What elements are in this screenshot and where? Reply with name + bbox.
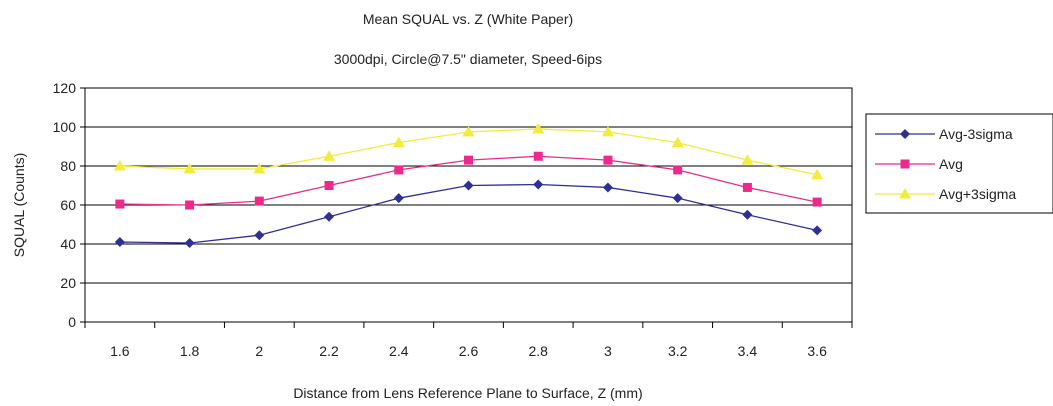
data-point bbox=[115, 199, 125, 209]
x-tick-label: 2.6 bbox=[459, 343, 479, 359]
x-tick-label: 1.8 bbox=[180, 343, 200, 359]
data-point bbox=[742, 182, 752, 192]
data-point bbox=[394, 165, 404, 175]
x-tick-label: 3.4 bbox=[738, 343, 758, 359]
y-tick-label: 60 bbox=[60, 197, 76, 213]
chart-subtitle: 3000dpi, Circle@7.5" diameter, Speed-6ip… bbox=[334, 51, 602, 67]
data-point bbox=[462, 125, 475, 137]
x-tick-label: 3 bbox=[604, 343, 612, 359]
data-point bbox=[742, 209, 753, 220]
legend-label: Avg-3sigma bbox=[939, 126, 1013, 142]
x-tick-label: 2.2 bbox=[319, 343, 339, 359]
data-point bbox=[671, 136, 684, 148]
x-axis-label: Distance from Lens Reference Plane to Su… bbox=[293, 385, 642, 401]
data-point bbox=[812, 225, 823, 236]
chart-title: Mean SQUAL vs. Z (White Paper) bbox=[363, 11, 573, 27]
data-point bbox=[464, 155, 473, 165]
legend-marker bbox=[900, 129, 910, 139]
data-point bbox=[533, 179, 544, 190]
legend-marker bbox=[899, 188, 911, 199]
data-point bbox=[463, 180, 474, 191]
y-tick-label: 20 bbox=[60, 275, 76, 291]
legend-marker bbox=[900, 159, 910, 169]
data-point bbox=[324, 181, 334, 190]
data-point bbox=[254, 196, 264, 206]
data-point bbox=[185, 200, 195, 210]
data-point bbox=[811, 168, 824, 180]
y-tick-label: 100 bbox=[53, 119, 77, 135]
x-tick-label: 3.2 bbox=[668, 343, 688, 359]
data-point bbox=[532, 122, 545, 134]
data-point bbox=[672, 193, 683, 204]
x-tick-label: 2 bbox=[255, 343, 263, 359]
data-point bbox=[114, 237, 125, 248]
x-tick-label: 2.4 bbox=[389, 343, 409, 359]
data-point bbox=[323, 150, 336, 161]
y-tick-label: 120 bbox=[53, 80, 77, 96]
data-point bbox=[392, 136, 405, 148]
data-point bbox=[533, 151, 543, 161]
y-axis-label: SQUAL (Counts) bbox=[11, 153, 27, 258]
legend-label: Avg bbox=[939, 156, 963, 172]
x-tick-label: 1.6 bbox=[110, 343, 130, 359]
data-point bbox=[602, 182, 613, 193]
data-point bbox=[254, 230, 265, 241]
data-point bbox=[812, 197, 822, 207]
y-tick-label: 80 bbox=[60, 158, 76, 174]
data-point bbox=[184, 238, 195, 249]
data-point bbox=[393, 193, 404, 204]
data-point bbox=[183, 162, 196, 174]
legend-label: Avg+3sigma bbox=[939, 186, 1016, 202]
data-point bbox=[601, 125, 614, 137]
data-point bbox=[253, 162, 266, 174]
series-avg bbox=[115, 151, 822, 210]
y-tick-label: 0 bbox=[68, 314, 76, 330]
data-point bbox=[113, 160, 126, 171]
x-tick-label: 2.8 bbox=[528, 343, 548, 359]
data-point bbox=[603, 155, 613, 165]
data-point bbox=[324, 211, 335, 222]
x-tick-label: 3.6 bbox=[807, 343, 827, 359]
data-point bbox=[673, 165, 683, 175]
data-point bbox=[741, 154, 754, 165]
series-avg-3sigma bbox=[114, 179, 823, 249]
series-avg-3sigma bbox=[113, 122, 824, 180]
y-tick-label: 40 bbox=[60, 236, 76, 252]
